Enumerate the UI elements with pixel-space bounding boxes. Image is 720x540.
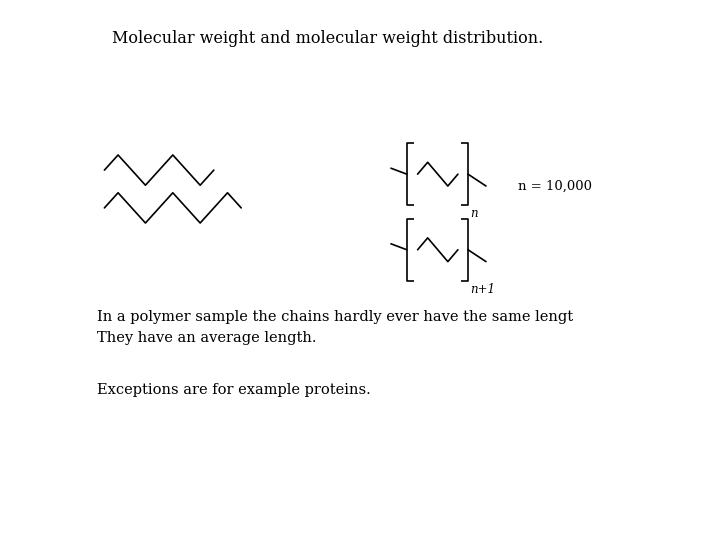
Text: In a polymer sample the chains hardly ever have the same lengt
They have an aver: In a polymer sample the chains hardly ev…	[97, 310, 573, 345]
Text: Exceptions are for example proteins.: Exceptions are for example proteins.	[97, 383, 371, 397]
Text: Molecular weight and molecular weight distribution.: Molecular weight and molecular weight di…	[112, 30, 543, 46]
Text: n: n	[470, 207, 478, 220]
Text: n+1: n+1	[470, 283, 495, 296]
Text: n = 10,000: n = 10,000	[518, 180, 593, 193]
